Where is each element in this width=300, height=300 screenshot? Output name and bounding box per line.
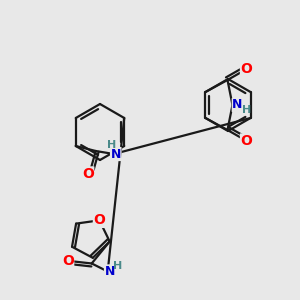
Text: O: O — [241, 62, 252, 76]
Text: H: H — [242, 105, 251, 115]
Text: N: N — [111, 148, 121, 160]
Text: O: O — [82, 167, 94, 181]
Text: O: O — [62, 254, 74, 268]
Text: N: N — [104, 265, 115, 278]
Text: N: N — [232, 98, 243, 112]
Text: H: H — [107, 140, 116, 150]
Text: O: O — [94, 213, 105, 227]
Text: O: O — [241, 134, 252, 148]
Text: H: H — [113, 262, 122, 272]
